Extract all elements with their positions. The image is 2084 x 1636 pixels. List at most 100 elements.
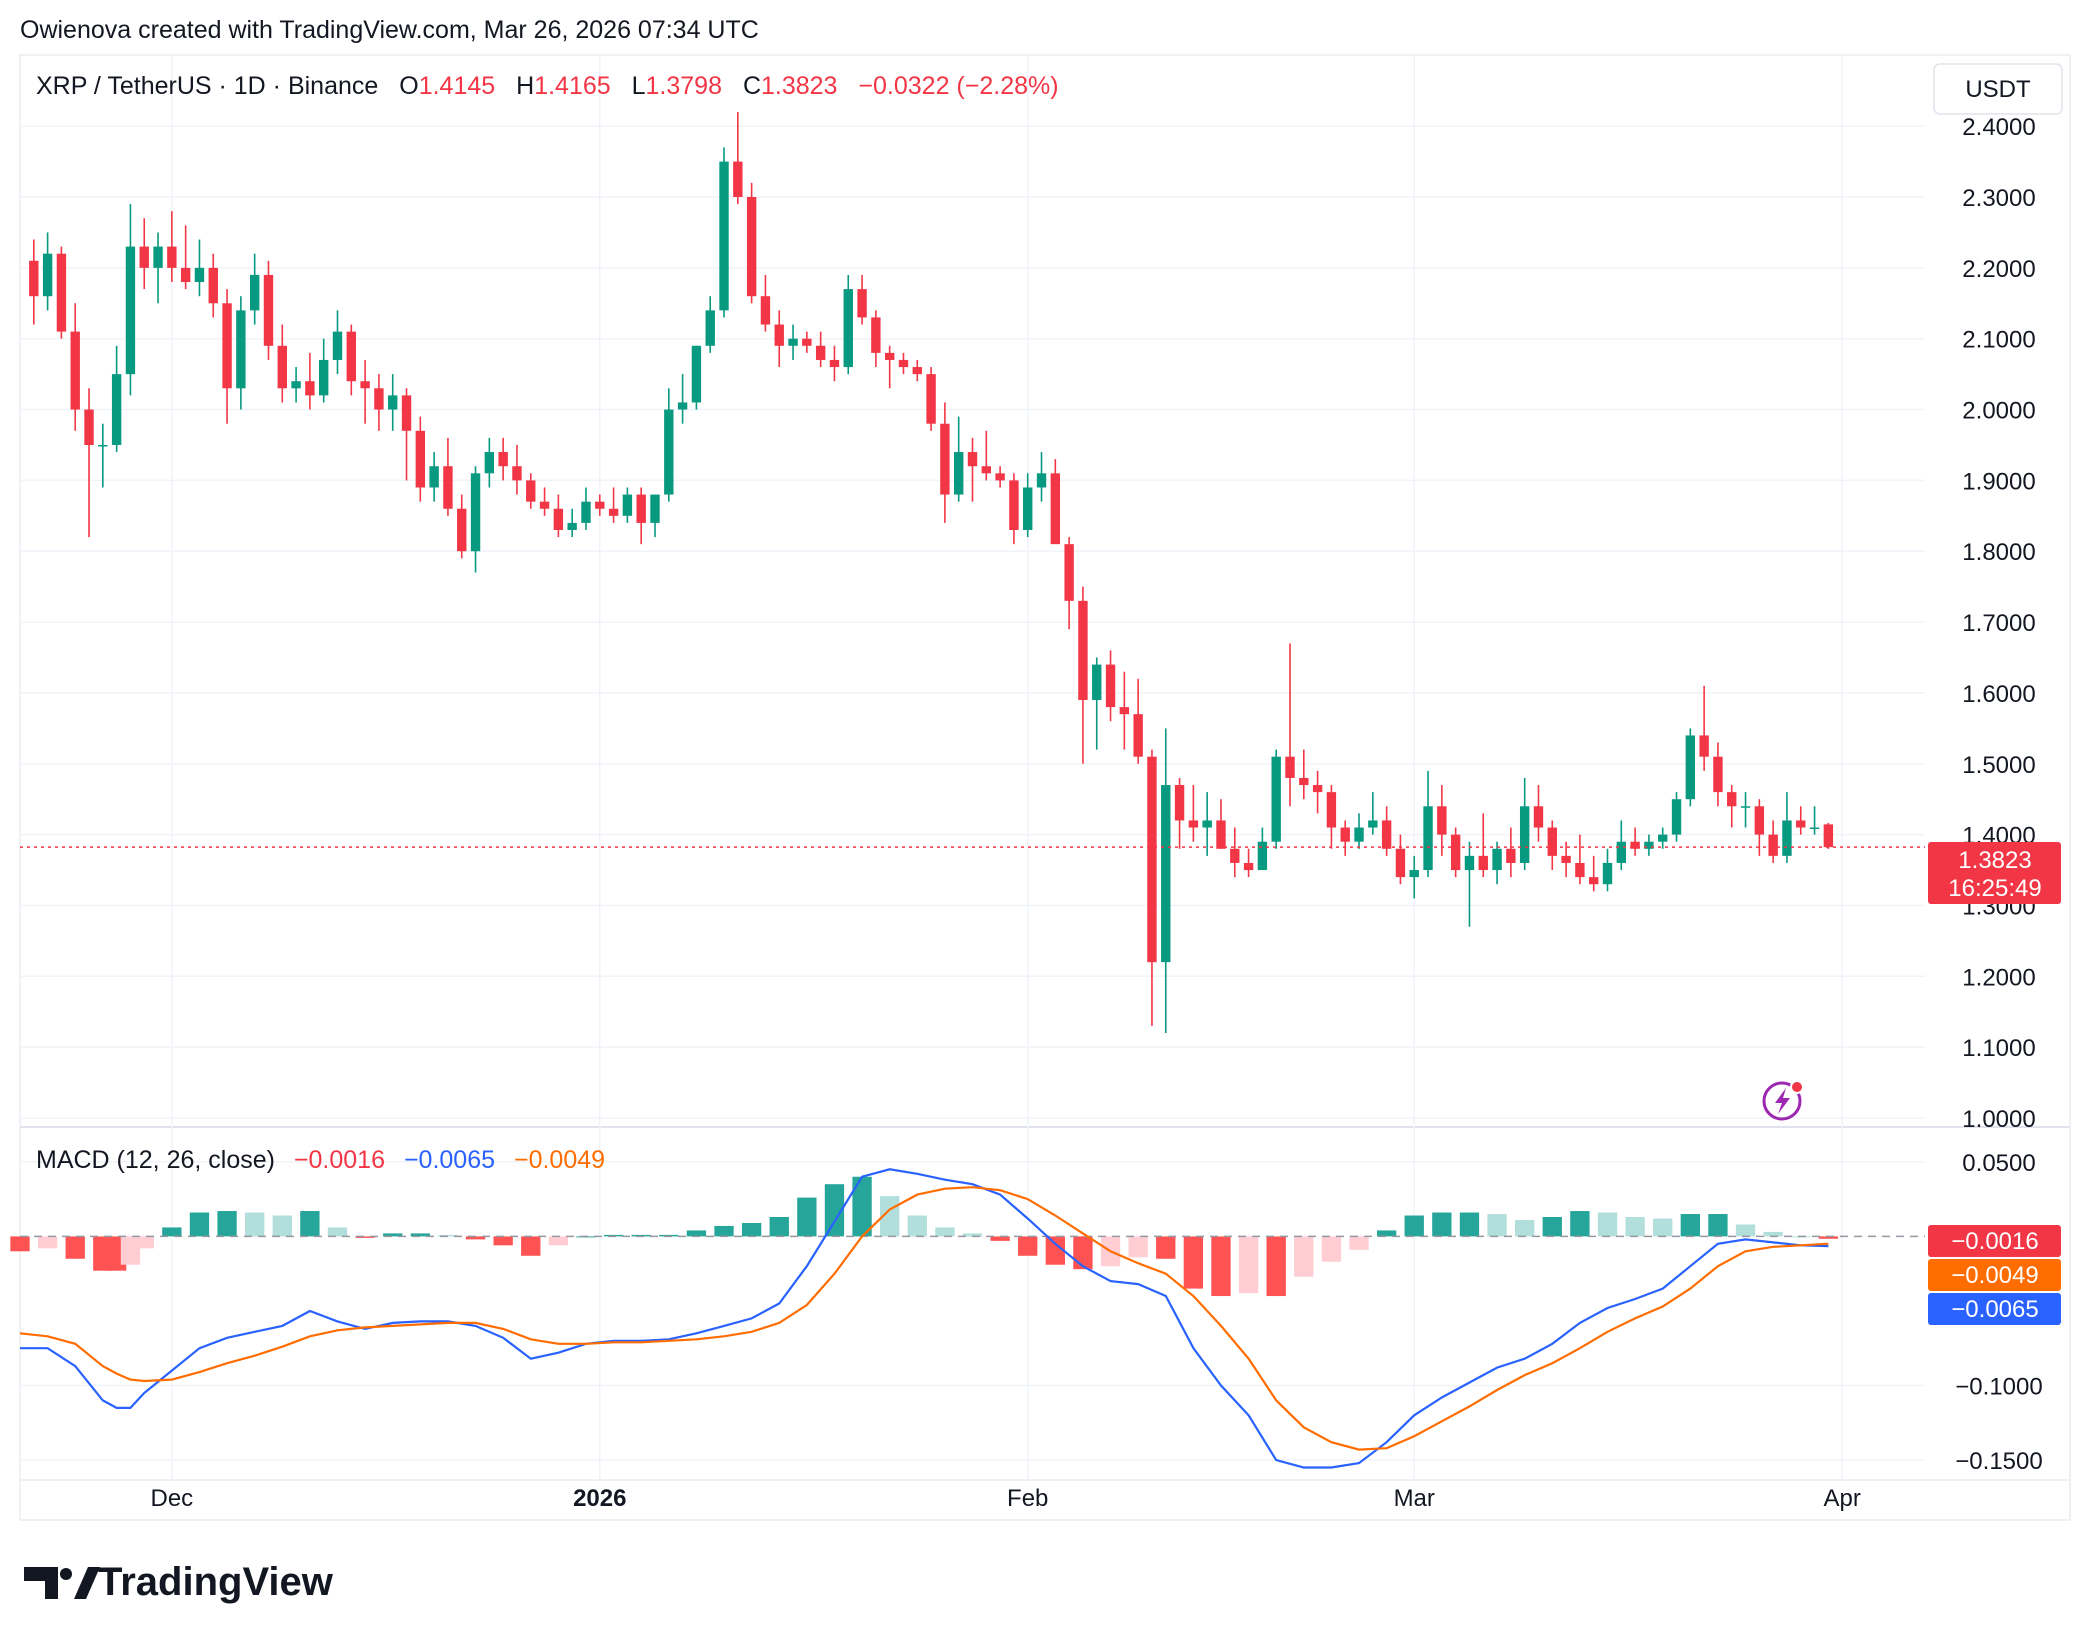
bar-countdown: 16:25:49 [1948, 875, 2041, 902]
candle-body-88 [1243, 862, 1254, 871]
candle-body-103 [1450, 834, 1461, 871]
currency-button[interactable]: USDT [1933, 63, 2063, 115]
candle-body-125 [1754, 806, 1765, 835]
macd-hist-bar-7 [162, 1227, 182, 1237]
candle-body-56 [802, 338, 812, 346]
candle-body-105 [1478, 855, 1488, 871]
candle-body-6 [111, 374, 122, 445]
candle-body-110 [1547, 827, 1557, 856]
candle-body-128 [1796, 820, 1806, 828]
candle-body-35 [512, 466, 522, 481]
ohlc-legend: XRP / TetherUS · 1D · Binance O1.4145 H1… [36, 72, 1059, 100]
candle-body-39 [567, 522, 577, 530]
candle-body-121 [1699, 735, 1709, 757]
candle-body-72 [1023, 487, 1033, 530]
macd-hist-bar-34 [907, 1215, 927, 1237]
signal-line [19, 1186, 1829, 1451]
macd-hist-bar-16 [410, 1233, 430, 1237]
macd-axis-label-1: −0.1000 [1955, 1374, 2042, 1401]
candle-body-61 [871, 317, 881, 353]
candle-body-82 [1161, 785, 1171, 963]
candle-body-77 [1092, 664, 1102, 701]
candle-body-50 [719, 161, 729, 311]
time-axis-label-4: Apr [1823, 1485, 1860, 1512]
macd-title: MACD (12, 26, close) [36, 1146, 275, 1174]
macd-badge-hist: −0.0016 [1928, 1225, 2061, 1257]
candle-body-55 [788, 338, 798, 346]
candle-body-97 [1368, 820, 1378, 828]
candle-body-25 [374, 388, 384, 410]
macd-hist-bar-62 [1680, 1214, 1700, 1237]
price-axis-label-13: 1.1000 [1962, 1035, 2035, 1062]
candle-body-20 [305, 381, 315, 396]
open-value: 1.4145 [419, 72, 495, 100]
lightning-alert-icon[interactable] [1762, 1080, 1804, 1121]
candle-body-71 [1009, 480, 1019, 530]
candle-body-120 [1685, 735, 1696, 800]
macd-hist-bar-43 [1156, 1236, 1176, 1259]
macd-value: −0.0065 [404, 1146, 495, 1174]
macd-hist-bar-18 [465, 1236, 486, 1240]
candle-body-31 [457, 508, 467, 552]
macd-axis-label-0: 0.0500 [1962, 1150, 2035, 1177]
candle-body-84 [1188, 820, 1199, 828]
price-axis-label-5: 1.9000 [1962, 468, 2035, 495]
candle-body-109 [1533, 806, 1544, 828]
candle-body-90 [1271, 756, 1281, 842]
macd-hist-bar-42 [1128, 1236, 1148, 1258]
candle-body-89 [1257, 841, 1268, 871]
last-price-badge: 1.3823 16:25:49 [1928, 842, 2061, 904]
candle-body-85 [1202, 820, 1212, 828]
candle-body-108 [1519, 806, 1530, 863]
candle-body-52 [746, 197, 757, 297]
macd-axis: 0.0500 −0.1000 −0.1500 [1955, 1150, 2042, 1475]
macd-hist-bar-6 [134, 1236, 154, 1249]
candle-body-57 [815, 345, 826, 360]
macd-hist-bar-58 [1570, 1211, 1590, 1237]
candle-body-29 [429, 466, 439, 488]
currency-label: USDT [1965, 76, 2031, 103]
macd-hist-bar-47 [1266, 1236, 1286, 1297]
price-axis-label-1: 2.3000 [1962, 185, 2035, 212]
macd-hist-bar-10 [245, 1212, 265, 1237]
candle-body-8 [139, 246, 149, 268]
macd-hist-bar-55 [1487, 1214, 1507, 1237]
symbol-label: XRP / TetherUS · 1D · Binance [36, 72, 378, 100]
macd-hist-bar-12 [300, 1211, 320, 1237]
candle-body-47 [677, 402, 688, 410]
candle-body-7 [125, 246, 136, 375]
macd-hist-value: −0.0016 [294, 1146, 385, 1174]
candle-body-45 [650, 494, 660, 523]
tradingview-logo-icon [24, 1567, 100, 1599]
candle-body-48 [691, 345, 702, 403]
candle-body-124 [1740, 806, 1751, 808]
change-value: −0.0322 (−2.28%) [858, 72, 1058, 100]
candle-body-51 [733, 161, 743, 198]
macd-hist-bar-28 [741, 1222, 762, 1237]
candle-body-92 [1299, 777, 1309, 786]
candle-body-43 [622, 494, 633, 516]
macd-hist-bar-21 [548, 1236, 569, 1246]
candle-body-102 [1437, 806, 1447, 835]
candle-body-60 [857, 289, 867, 318]
candle-body-99 [1395, 848, 1406, 878]
macd-histogram [10, 1176, 1839, 1297]
time-axis-label-2: Feb [1007, 1485, 1048, 1512]
candle-body-73 [1036, 473, 1047, 488]
macd-hist-bar-67 [1818, 1236, 1839, 1239]
tradingview-logo-text: TradingView [98, 1560, 334, 1604]
candle-body-122 [1713, 756, 1723, 793]
macd-hist-bar-50 [1349, 1236, 1369, 1250]
macd-hist-bar-11 [272, 1215, 292, 1237]
candle-body-11 [180, 267, 191, 283]
candle-body-78 [1105, 664, 1116, 708]
tradingview-logo: TradingView [24, 1560, 334, 1604]
macd-hist-bar-45 [1211, 1236, 1231, 1297]
macd-hist-bar-63 [1708, 1214, 1728, 1237]
candle-body-4 [84, 409, 94, 445]
macd-hist-bar-59 [1597, 1212, 1618, 1237]
macd-badge-signal-value: −0.0049 [1951, 1262, 2038, 1289]
candle-body-130 [1823, 824, 1834, 848]
candle-body-64 [912, 367, 922, 375]
candle-body-42 [608, 508, 619, 516]
